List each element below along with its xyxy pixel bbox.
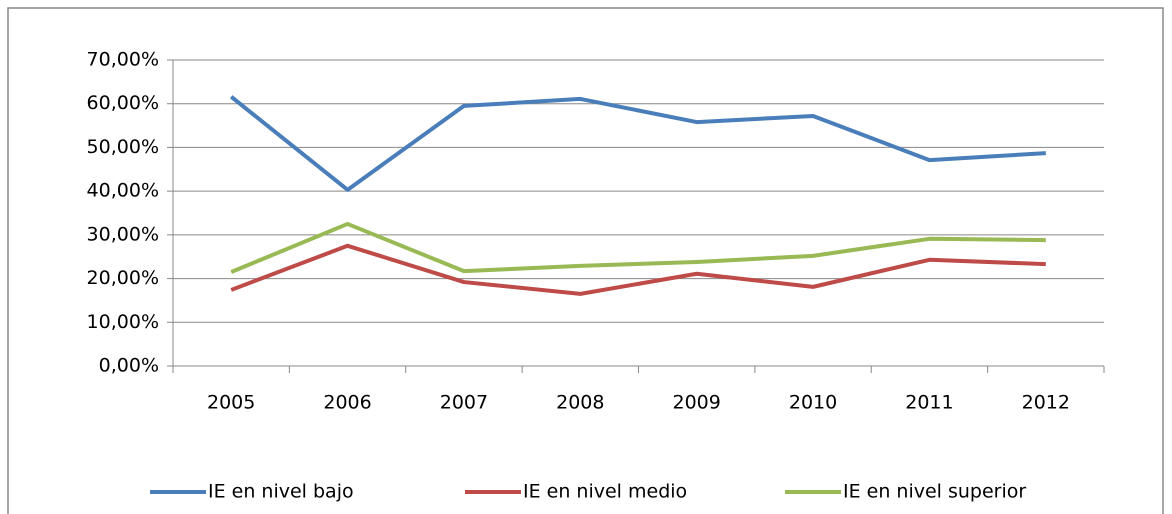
x-tick-label: 2008: [556, 392, 604, 414]
line-series: [230, 221, 1046, 274]
x-tick-label: 2005: [207, 392, 255, 414]
x-tick-label: 2007: [440, 392, 488, 414]
legend-label: IE en nivel medio: [523, 481, 687, 503]
x-tick-label: 2006: [323, 392, 371, 414]
y-tick-label: 30,00%: [87, 223, 159, 245]
legend-label: IE en nivel superior: [843, 481, 1026, 503]
x-tick-label: 2009: [673, 392, 721, 414]
y-tick-label: 50,00%: [87, 136, 159, 158]
x-tick-label: 2011: [905, 392, 953, 414]
y-tick-label: 0,00%: [99, 355, 159, 377]
x-tick-label: 2010: [789, 392, 837, 414]
y-tick-label: 70,00%: [87, 49, 159, 71]
y-tick-label: 20,00%: [87, 267, 159, 289]
y-tick-label: 10,00%: [87, 311, 159, 333]
y-tick-label: 60,00%: [87, 92, 159, 114]
x-tick-label: 2012: [1022, 392, 1070, 414]
legend-label: IE en nivel bajo: [208, 481, 354, 503]
y-tick-label: 40,00%: [87, 180, 159, 202]
line-series: [229, 95, 1046, 192]
line-series: [230, 243, 1046, 296]
